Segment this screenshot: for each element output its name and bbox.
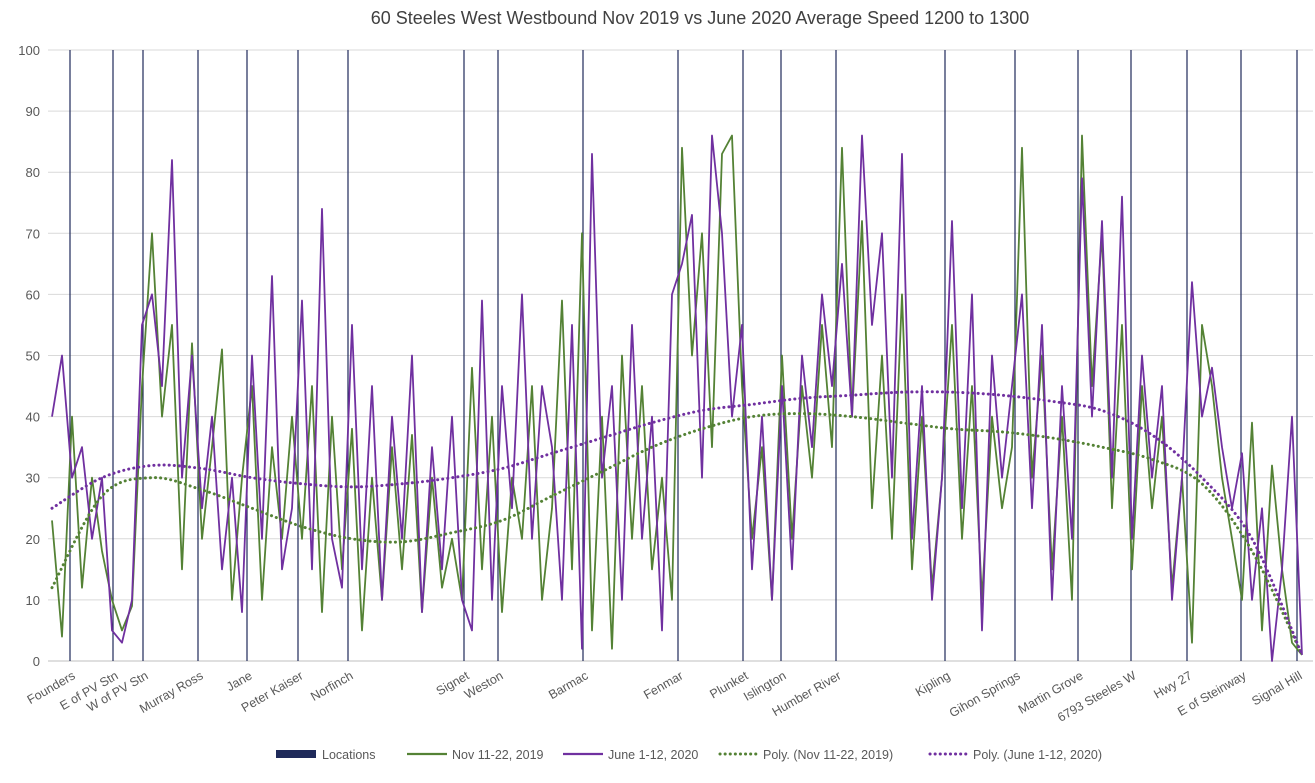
trendlines (50, 390, 1304, 657)
y-tick-label: 0 (33, 654, 40, 669)
y-axis-ticks: 0 10 20 30 40 50 60 70 80 90 100 (18, 43, 40, 669)
y-tick-label: 40 (26, 410, 40, 425)
legend-label-nov: Nov 11-22, 2019 (452, 748, 544, 762)
x-tick-label: Kipling (913, 668, 953, 699)
y-tick-label: 80 (26, 165, 40, 180)
y-tick-label: 60 (26, 287, 40, 302)
chart-title: 60 Steeles West Westbound Nov 2019 vs Ju… (371, 8, 1029, 28)
y-tick-label: 90 (26, 104, 40, 119)
x-tick-label: Gihon Springs (947, 668, 1023, 720)
trendline-nov-2019 (50, 412, 1304, 657)
legend-swatch-locations (276, 750, 316, 758)
legend-label-locations: Locations (322, 748, 376, 762)
y-tick-label: 20 (26, 532, 40, 547)
x-tick-label: Hwy 27 (1151, 668, 1194, 701)
x-tick-label: Fenmar (641, 668, 685, 702)
x-tick-label: Jane (224, 668, 255, 694)
x-tick-label: Weston (462, 668, 506, 701)
series-lines (51, 134, 1303, 662)
x-tick-label: Norfinch (308, 668, 355, 703)
legend: Locations Nov 11-22, 2019 June 1-12, 202… (276, 748, 1102, 762)
x-tick-label: Barmac (546, 668, 590, 702)
series-line-nov-2019 (51, 134, 1303, 656)
x-tick-label: Islington (741, 668, 788, 703)
y-tick-label: 50 (26, 349, 40, 364)
y-tick-label: 100 (18, 43, 40, 58)
legend-label-poly-nov: Poly. (Nov 11-22, 2019) (763, 748, 893, 762)
y-tick-label: 10 (26, 593, 40, 608)
legend-label-june: June 1-12, 2020 (608, 748, 698, 762)
legend-label-poly-june: Poly. (June 1-12, 2020) (973, 748, 1102, 762)
x-tick-label: Signal Hill (1249, 668, 1304, 708)
series-line-june-2020 (51, 134, 1303, 662)
y-tick-label: 30 (26, 471, 40, 486)
y-tick-label: 70 (26, 226, 40, 241)
